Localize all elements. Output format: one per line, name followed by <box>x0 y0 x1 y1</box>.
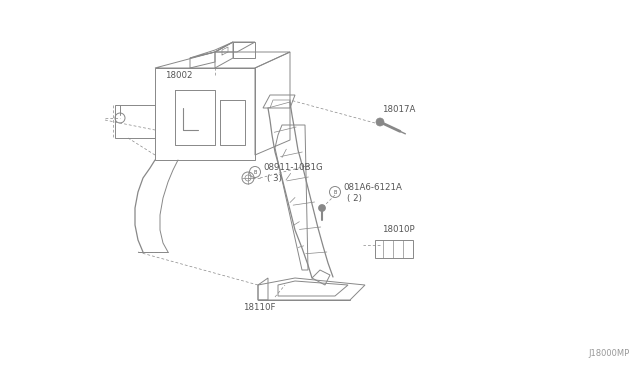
Text: 18002: 18002 <box>165 71 193 80</box>
Text: B: B <box>333 189 337 195</box>
Text: 18110F: 18110F <box>243 304 275 312</box>
Text: J18000MP: J18000MP <box>589 349 630 358</box>
Text: B: B <box>253 170 257 174</box>
Text: 08911-10B1G: 08911-10B1G <box>263 164 323 173</box>
Circle shape <box>376 118 384 126</box>
Text: ( 2): ( 2) <box>347 193 362 202</box>
Text: 081A6-6121A: 081A6-6121A <box>343 183 402 192</box>
Circle shape <box>319 205 326 212</box>
Text: 18010P: 18010P <box>382 225 415 234</box>
Text: ( 3): ( 3) <box>267 173 282 183</box>
Text: 18017A: 18017A <box>382 106 415 115</box>
